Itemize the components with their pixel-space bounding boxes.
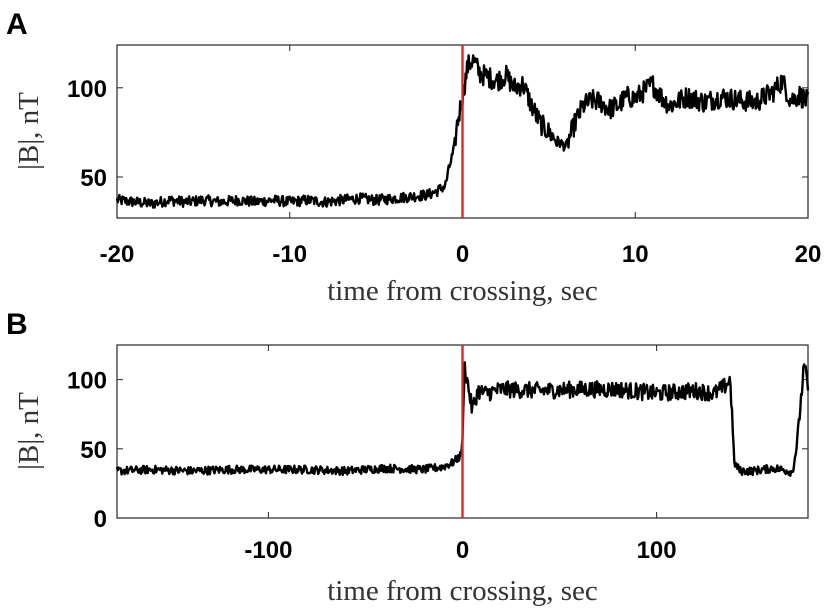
x-axis-label: time from crossing, sec: [327, 575, 598, 607]
panel-a: -20 -10 0 10 20 50 100 time from crossing, sec |…: [13, 44, 822, 307]
panel-label-a: A: [6, 8, 28, 41]
y-tick-label: 0: [94, 506, 107, 533]
y-tick-label: 100: [67, 76, 107, 103]
panel-label-b: B: [6, 308, 28, 341]
x-tick-label: 20: [795, 241, 822, 268]
x-tick-label: -100: [244, 537, 292, 564]
panel-b: -100 0 100 0 50 100 time from crossing, sec |B|…: [13, 344, 810, 607]
y-axis-label: |B|, nT: [13, 92, 45, 170]
y-tick-label: 100: [67, 368, 107, 395]
x-tick-label: 100: [637, 537, 677, 564]
x-tick-label: 0: [456, 241, 469, 268]
x-axis-label: time from crossing, sec: [327, 275, 598, 307]
y-axis-label: |B|, nT: [13, 392, 45, 470]
x-tick-label: -20: [100, 241, 135, 268]
x-tick-label: -10: [272, 241, 307, 268]
x-tick-label: 0: [456, 537, 469, 564]
y-tick-label: 50: [80, 437, 107, 464]
x-tick-label: 10: [622, 241, 649, 268]
y-tick-label: 50: [80, 165, 107, 192]
